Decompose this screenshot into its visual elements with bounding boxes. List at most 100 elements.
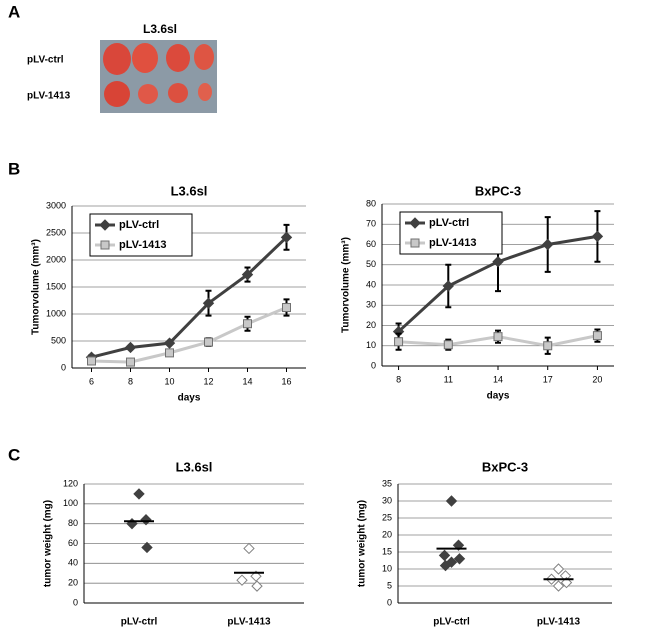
y-tick-label: 60: [366, 239, 376, 249]
x-tick-label: pLV-ctrl: [121, 617, 158, 628]
photo-row-label: pLV-ctrl: [27, 55, 64, 66]
legend-marker: [409, 217, 421, 229]
data-point: [126, 357, 135, 367]
y-tick-label: 50: [366, 259, 376, 269]
legend-label: pLV-ctrl: [429, 217, 469, 229]
panel-label: A: [8, 2, 20, 21]
y-tick-label: 30: [366, 300, 376, 310]
data-point: [542, 238, 554, 251]
y-tick-label: 5: [387, 580, 392, 590]
y-tick-label: 80: [366, 198, 376, 208]
data-point: [552, 563, 565, 575]
photo: [100, 40, 217, 113]
y-tick-label: 120: [63, 478, 78, 488]
x-tick-label: 12: [203, 376, 213, 386]
y-tick-label: 40: [68, 558, 78, 568]
x-tick-label: 17: [543, 374, 553, 384]
data-point: [591, 230, 604, 243]
y-tick-label: 40: [366, 279, 376, 289]
y-tick-label: 0: [73, 597, 78, 607]
legend-label: pLV-ctrl: [119, 219, 159, 231]
chart-title: L3.6sl: [171, 183, 208, 198]
y-tick-label: 25: [382, 512, 392, 522]
y-tick-label: 1000: [46, 308, 66, 318]
photo-title: L3.6sl: [143, 22, 177, 36]
data-point: [126, 517, 138, 530]
data-point: [251, 580, 263, 592]
y-tick-label: 70: [366, 219, 376, 229]
data-point: [453, 553, 466, 565]
data-point: [438, 549, 451, 562]
data-point: [243, 542, 255, 555]
y-tick-label: 20: [68, 578, 78, 588]
data-point: [204, 337, 213, 347]
x-tick-label: 20: [592, 374, 602, 384]
y-tick-label: 3000: [46, 200, 66, 210]
chart-title: L3.6sl: [176, 459, 213, 474]
y-tick-label: 1500: [46, 281, 66, 291]
panel-label: B: [8, 159, 20, 178]
data-point: [243, 319, 252, 329]
legend-label: pLV-1413: [429, 237, 477, 249]
x-tick-label: 8: [396, 374, 401, 384]
x-tick-label: 14: [493, 374, 503, 384]
x-tick-label: 6: [89, 376, 94, 386]
legend-marker: [99, 219, 111, 231]
data-point: [163, 337, 176, 349]
data-point: [140, 513, 152, 526]
x-axis-label: days: [487, 391, 510, 402]
data-point: [493, 332, 503, 342]
data-point: [202, 297, 215, 309]
y-tick-label: 2000: [46, 254, 66, 264]
data-point: [133, 488, 145, 500]
panel-label: C: [8, 445, 20, 464]
series-line: [91, 236, 288, 359]
y-axis-label: tumor weight (mg): [43, 500, 54, 587]
y-axis-label: Tumorvolume (mm³): [341, 237, 352, 333]
data-point: [280, 231, 293, 244]
data-point: [124, 341, 137, 354]
data-point: [394, 337, 404, 347]
x-axis-label: days: [178, 393, 201, 404]
y-tick-label: 0: [371, 360, 376, 370]
x-tick-label: 10: [164, 376, 174, 386]
x-tick-label: pLV-1413: [537, 617, 581, 628]
data-point: [442, 280, 454, 292]
y-tick-label: 500: [51, 335, 66, 345]
y-tick-label: 20: [382, 529, 392, 539]
x-tick-label: 8: [128, 376, 133, 386]
data-point: [87, 356, 96, 366]
y-axis-label: tumor weight (mg): [357, 500, 368, 587]
data-point: [439, 559, 452, 572]
y-tick-label: 30: [382, 495, 392, 505]
y-tick-label: 10: [366, 340, 376, 350]
data-point: [445, 495, 458, 507]
data-point: [165, 348, 174, 358]
chart-title: BxPC-3: [482, 459, 528, 474]
data-point: [543, 341, 553, 351]
data-point: [236, 574, 248, 586]
series-line: [91, 306, 288, 364]
legend-marker: [100, 240, 110, 250]
y-tick-label: 2500: [46, 227, 66, 237]
y-tick-label: 60: [68, 538, 78, 548]
x-tick-label: 16: [281, 376, 291, 386]
x-tick-label: 11: [444, 374, 453, 384]
x-tick-label: pLV-1413: [227, 617, 271, 628]
x-tick-label: pLV-ctrl: [433, 617, 470, 628]
data-point: [443, 340, 453, 350]
x-tick-label: 14: [242, 376, 252, 386]
data-point: [552, 580, 565, 592]
y-tick-label: 10: [382, 563, 392, 573]
data-point: [282, 303, 291, 313]
data-point: [592, 331, 602, 341]
data-point: [492, 256, 504, 268]
y-tick-label: 20: [366, 320, 376, 330]
chart-title: BxPC-3: [475, 183, 521, 198]
y-axis-label: Tumorvolume (mm³): [31, 239, 42, 335]
legend-label: pLV-1413: [119, 239, 167, 251]
y-tick-label: 15: [382, 546, 392, 556]
y-tick-label: 80: [68, 518, 78, 528]
data-point: [141, 541, 153, 554]
